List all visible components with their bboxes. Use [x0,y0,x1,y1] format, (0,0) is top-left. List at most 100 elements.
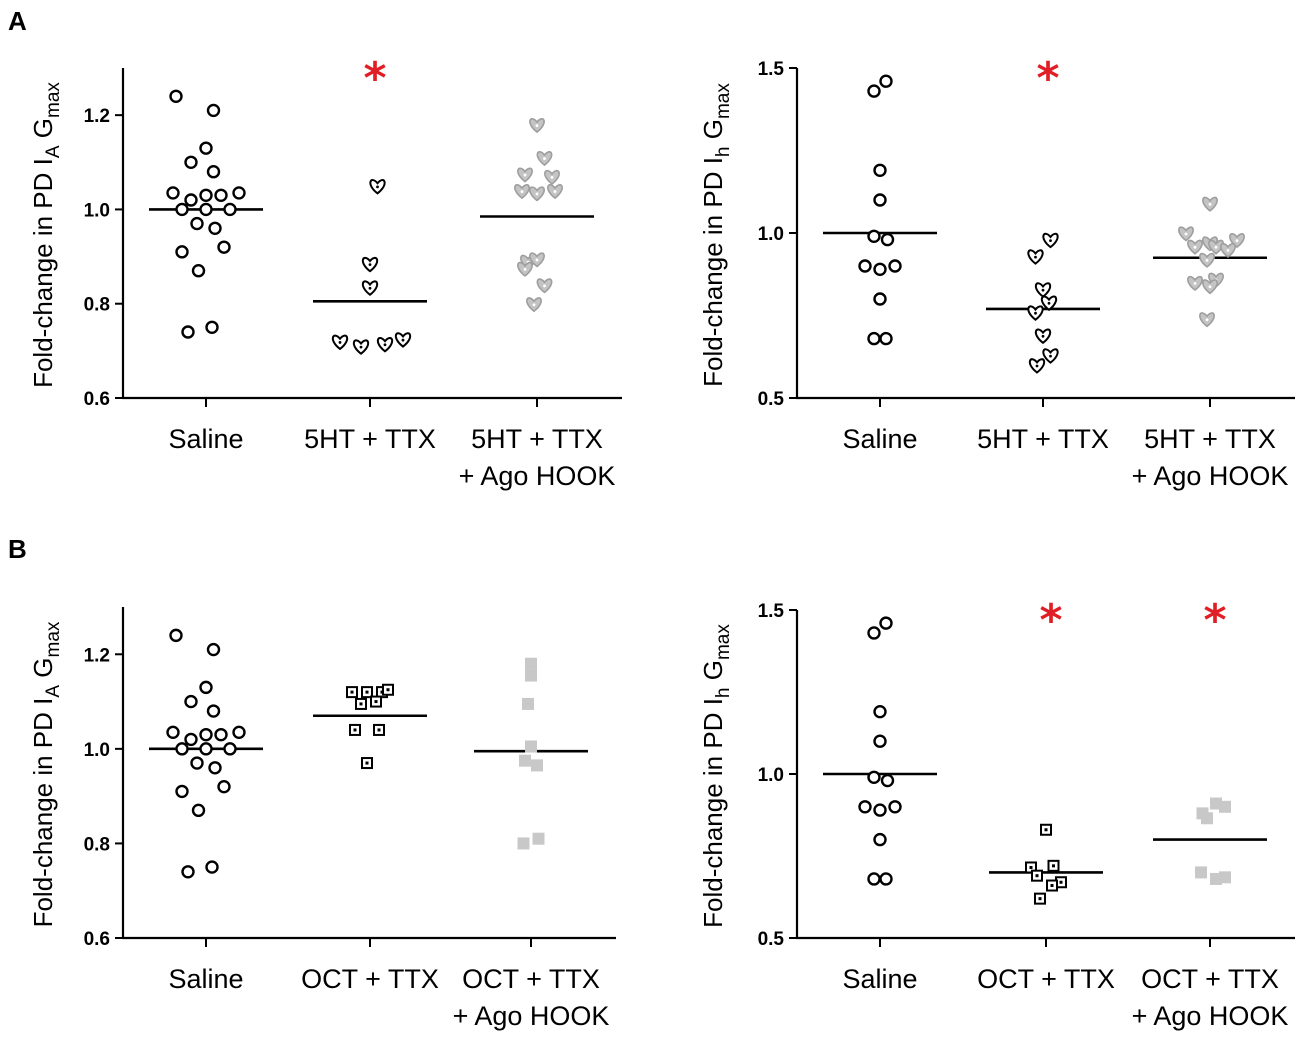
data-point-circle [873,832,887,847]
data-point-heart-gray-dot [1235,239,1239,243]
y-axis-title-subscript: max [43,82,64,118]
category-label: + Ago HOOK [459,461,616,491]
data-point-circle [175,202,189,217]
data-point-heart-gray-dot [1226,249,1230,252]
y-tick-label: 0.5 [758,929,785,950]
y-tick-label: 1.5 [758,59,785,80]
category-label: 5HT + TTX [471,424,603,454]
data-point-circle [206,642,221,657]
data-point-square-gray [519,754,531,767]
data-point-heart-gray-dot [523,267,527,271]
data-point-heart-dot [368,286,372,290]
data-point-circle [879,872,893,886]
data-point-heart-gray-dot [1193,245,1197,249]
category-label: Saline [842,964,917,994]
data-point-square-gray [531,759,543,772]
data-point-heart-gray-dot [520,190,524,193]
data-point-circle [191,803,206,818]
data-point-heart-gray-dot [1193,282,1197,285]
data-point-circle [217,779,231,794]
data-point-heart-dot [1034,311,1037,315]
data-point-heart-dot [401,338,405,342]
data-point-circle [208,221,222,235]
y-tick-label: 0.8 [84,295,110,316]
y-tick-label: 1.0 [758,224,784,245]
data-point-heart-dot [376,185,379,189]
y-tick-label: 0.6 [84,389,110,410]
data-point-heart-dot [368,263,372,267]
category-label: OCT + TTX [301,964,439,994]
data-point-circle [208,761,222,775]
data-point-square-dot [377,728,381,732]
data-point-circle [867,872,881,886]
chart-A-left: 0.6 0.8 1.0 1.2 Saline 5HT + TTX 5HT + TTX + Ag… [28,53,622,491]
data-point-circle [858,800,872,814]
y-axis-title: Fold-change in PD Ih Gmax [698,83,734,387]
data-point-square-gray [1219,871,1231,884]
data-point-square-gray [1219,800,1231,813]
y-tick-label: 1.2 [84,645,110,666]
data-point-circle [175,245,189,259]
y-axis-title-subscript: h [713,687,734,698]
y-axis-title-subscript: max [713,83,734,119]
data-point-circle [232,725,246,740]
category-label: 5HT + TTX [977,424,1109,454]
data-point-square-gray [525,669,537,682]
data-point-circle [214,727,228,742]
data-point-heart-dot [1049,354,1052,358]
data-point-heart-gray-dot [1205,259,1209,262]
data-point-heart-dot [1035,364,1039,368]
data-point-heart-gray-dot [550,176,554,179]
chart-A-right: 0.5 1.0 1.5 Saline 5HT + TTX 5HT + TTX + Ago H… [698,53,1295,491]
data-point-heart-gray-dot [535,258,539,262]
data-point-circle [888,800,902,814]
y-axis-title-subscript: max [713,624,734,660]
y-tick-label: 1.0 [758,765,784,786]
data-point-circle [873,193,887,207]
data-point-circle [175,784,189,799]
data-point-square-dot [350,690,354,694]
data-point-square-dot [1059,880,1063,884]
y-axis-title-part: Fold-change in PD I [698,157,728,387]
data-point-circle [199,188,213,202]
data-point-square-dot [1044,828,1048,832]
y-axis-title-part: Fold-change in PD I [28,158,58,388]
data-point-circle [879,616,893,630]
data-point-heart-dot [338,341,342,344]
data-point-square-gray [522,697,534,710]
significance-star: * [1039,595,1062,646]
data-point-circle [858,259,872,273]
category-label: OCT + TTX [462,964,600,994]
category-label: + Ago HOOK [453,1001,610,1031]
data-point-circle [873,163,887,178]
data-point-circle [232,186,246,200]
data-point-heart-gray-dot [1184,232,1188,236]
data-point-square-dot [365,761,369,765]
data-point-circle [191,264,206,278]
data-point-circle [873,292,887,306]
data-point-circle [214,188,228,202]
data-point-heart-dot [1034,255,1037,259]
data-point-circle [199,202,213,217]
data-point-circle [867,331,881,346]
data-point-circle [873,803,887,817]
data-point-circle [206,704,221,718]
category-label: Saline [168,964,243,994]
data-point-circle [879,331,893,346]
category-label: Saline [168,424,243,454]
data-point-square-dot [353,728,357,732]
data-point-heart-gray-dot [532,303,536,307]
panel-label-a: A [8,6,27,36]
y-tick-label: 0.6 [84,929,110,950]
data-point-square-dot [1050,884,1054,888]
data-point-square-gray [532,832,545,845]
y-axis-title-subscript: A [43,685,64,698]
data-point-circle [873,704,887,719]
y-tick-label: 1.0 [84,740,110,761]
data-point-heart-gray-dot [1208,285,1212,289]
data-point-heart-dot [383,343,387,347]
y-axis-title-subscript: h [713,146,734,157]
data-point-circle [880,773,895,788]
data-point-circle [873,262,887,276]
data-point-circle [166,186,180,200]
